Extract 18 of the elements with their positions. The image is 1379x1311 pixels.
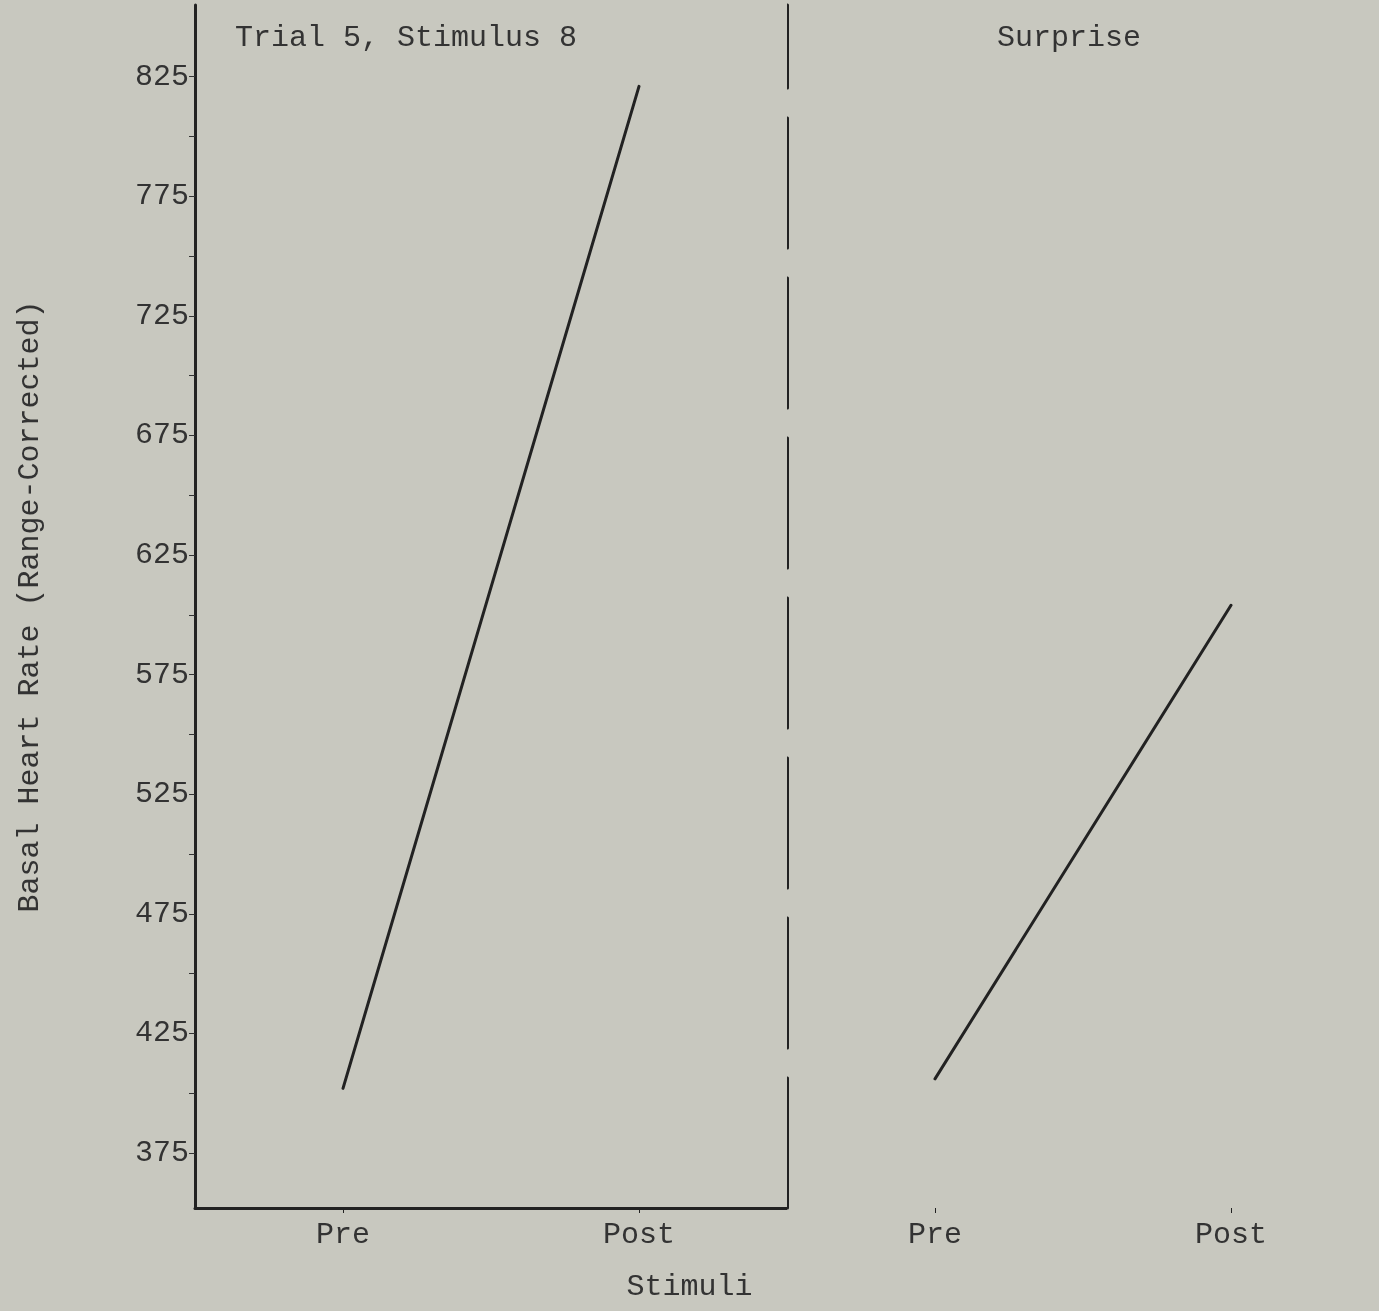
y-tick-label: 375 (134, 1135, 189, 1170)
x-axis-title: Stimuli (625, 1270, 754, 1304)
y-tick-label: 775 (134, 179, 189, 214)
text: Trial 5, Stimulus 8 (235, 21, 578, 55)
x-tick-label: Post (602, 1218, 676, 1252)
y-tick-label: 475 (134, 896, 189, 931)
y-tick-label: 575 (134, 657, 189, 692)
text: Surprise (997, 21, 1142, 55)
x-tick-label: Pre (907, 1218, 963, 1252)
y-tick-label: 625 (134, 538, 189, 573)
x-tick-label: Pre (315, 1218, 371, 1252)
x-tick-label: Post (1194, 1218, 1268, 1252)
y-tick-label: 725 (134, 298, 189, 333)
y-tick-label: 675 (134, 418, 189, 453)
y-tick-label: 825 (134, 59, 189, 94)
y-axis-title: Basal Heart Rate (Range-Corrected) (13, 300, 47, 913)
y-tick-label: 425 (134, 1016, 189, 1051)
y-tick-label: 525 (134, 777, 189, 812)
